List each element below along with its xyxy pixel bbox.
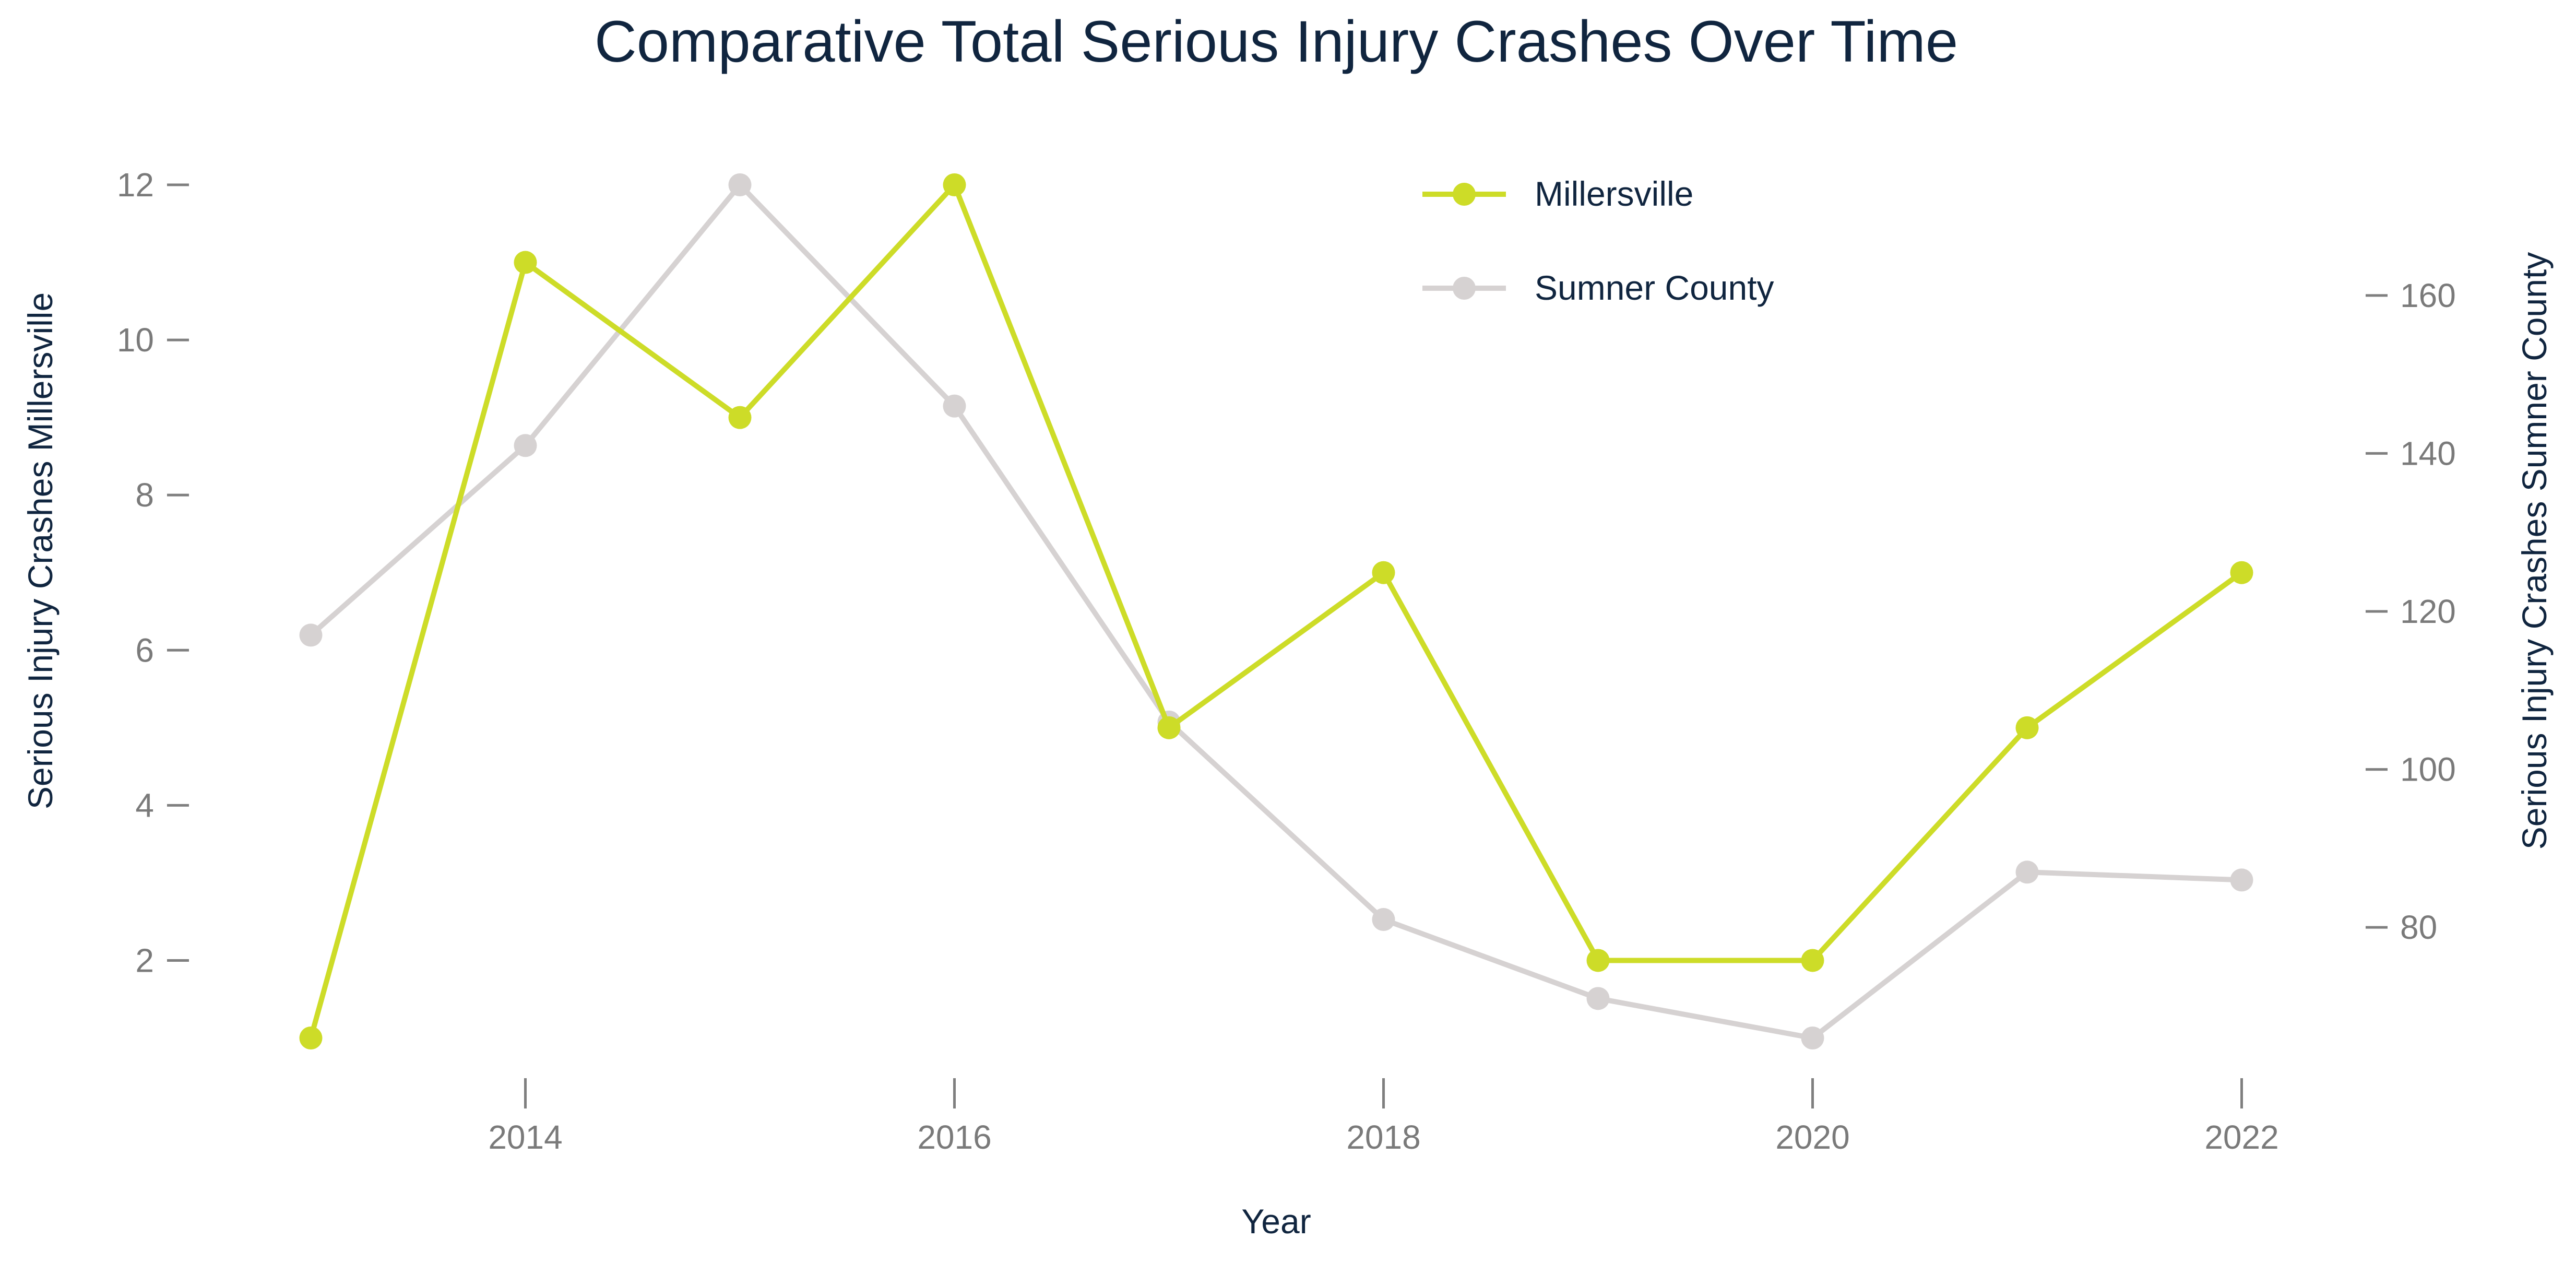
legend: Millersville Sumner County (1422, 174, 1774, 307)
y-left-tick-label: 6 (135, 631, 154, 669)
y-left-tick-label: 8 (135, 476, 154, 514)
x-tick-label: 2016 (917, 1118, 991, 1156)
y-left-tick-label: 12 (117, 166, 154, 204)
legend-label-millersville: Millersville (1535, 174, 1693, 213)
data-point-millersville (1586, 949, 1610, 972)
data-point-millersville (1801, 949, 1824, 972)
series-line-sumner-county (309, 182, 2242, 1041)
y-axis-label-right: Serious Injury Crashes Sumner County (2515, 252, 2554, 850)
x-tick-label: 2018 (1346, 1118, 1420, 1156)
chart-title: Comparative Total Serious Injury Crashes… (595, 9, 1958, 74)
series-layer (299, 173, 2253, 1049)
data-point-millersville (2015, 716, 2039, 739)
axes: 2014 2016 2018 2020 2022 2 4 6 8 10 12 80 100 120 140 1… (117, 166, 2456, 1156)
y-right-tick-label: 120 (2400, 593, 2456, 630)
data-point-millersville (299, 1027, 323, 1049)
x-tick-label: 2020 (1775, 1118, 1849, 1156)
data-point-millersville (728, 406, 752, 429)
data-point-sumner-county (1801, 1027, 1824, 1049)
x-tick-label: 2022 (2204, 1118, 2278, 1156)
legend-label-sumner-county: Sumner County (1535, 268, 1774, 307)
y-right-tick-label: 80 (2400, 909, 2437, 946)
data-point-millersville (1372, 561, 1395, 584)
y-left-tick-label: 10 (117, 321, 154, 359)
x-axis-label: Year (1241, 1202, 1311, 1241)
y-axis-label-left: Serious Injury Crashes Millersville (21, 292, 60, 809)
series-line-millersville (308, 182, 2243, 1039)
data-point-sumner-county (2015, 860, 2039, 884)
y-right-tick-label: 160 (2400, 277, 2456, 314)
data-point-millersville (943, 173, 966, 196)
data-point-millersville (1157, 716, 1181, 739)
y-right-tick-label: 140 (2400, 434, 2456, 472)
y-left-tick-label: 2 (135, 941, 154, 979)
data-point-sumner-county (299, 623, 323, 647)
legend-marker-millersville (1453, 183, 1476, 206)
y-right-tick-label: 100 (2400, 751, 2456, 788)
y-left-tick-label: 4 (135, 786, 154, 824)
data-point-millersville (514, 251, 537, 274)
legend-marker-sumner-county (1453, 277, 1476, 300)
data-point-sumner-county (1586, 987, 1610, 1010)
data-point-millersville (2230, 561, 2253, 584)
data-point-sumner-county (2230, 868, 2253, 892)
x-tick-label: 2014 (488, 1118, 562, 1156)
data-point-sumner-county (943, 394, 966, 418)
data-point-sumner-county (514, 434, 537, 457)
data-point-sumner-county (1372, 908, 1395, 931)
data-point-sumner-county (728, 173, 752, 196)
